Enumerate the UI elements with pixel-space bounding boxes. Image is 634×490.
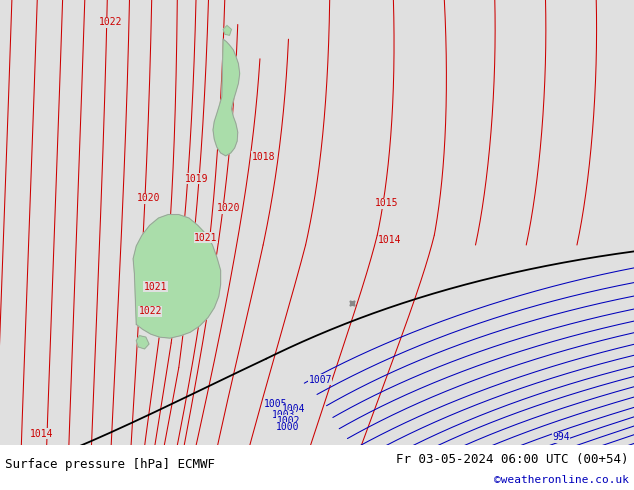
Text: 1002: 1002 [276, 416, 301, 426]
Polygon shape [213, 39, 240, 156]
Text: 1004: 1004 [281, 404, 306, 414]
Text: 994: 994 [552, 432, 570, 442]
Text: 1014: 1014 [378, 235, 402, 245]
Text: 1022: 1022 [138, 306, 162, 316]
Text: 1018: 1018 [251, 152, 275, 162]
Text: 1021: 1021 [143, 282, 167, 292]
Text: 1015: 1015 [375, 198, 399, 208]
Text: 1003: 1003 [271, 410, 295, 420]
Text: Surface pressure [hPa] ECMWF: Surface pressure [hPa] ECMWF [5, 458, 215, 471]
Text: 1020: 1020 [137, 194, 161, 203]
Text: 1021: 1021 [194, 233, 218, 243]
Text: 1007: 1007 [308, 375, 332, 385]
Polygon shape [223, 25, 231, 35]
Bar [0, 445, 634, 490]
Text: ©weatheronline.co.uk: ©weatheronline.co.uk [494, 475, 629, 485]
Text: 1000: 1000 [275, 422, 299, 432]
Text: Fr 03-05-2024 06:00 UTC (00+54): Fr 03-05-2024 06:00 UTC (00+54) [396, 453, 629, 466]
Text: 1022: 1022 [99, 17, 123, 27]
Text: 1005: 1005 [264, 399, 288, 409]
Polygon shape [136, 336, 149, 349]
Polygon shape [133, 215, 221, 338]
Text: 1019: 1019 [184, 174, 209, 184]
Text: 1014: 1014 [29, 429, 53, 439]
Text: 1020: 1020 [216, 203, 240, 213]
